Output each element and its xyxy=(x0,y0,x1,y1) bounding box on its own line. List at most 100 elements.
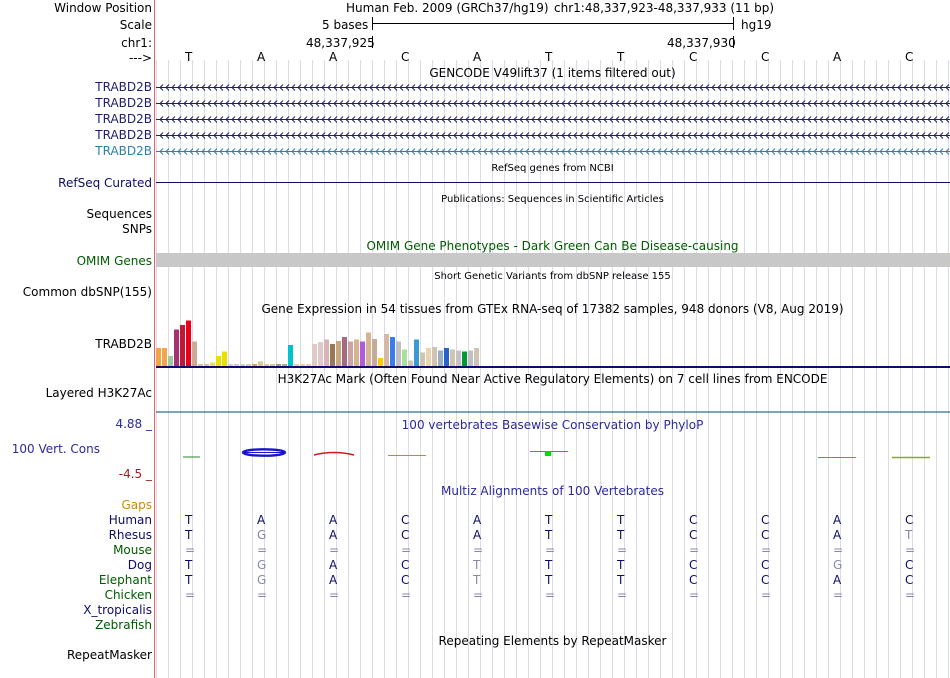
omim-title[interactable]: OMIM Gene Phenotypes - Dark Green Can Be… xyxy=(366,239,739,253)
gtex-tissue-bar[interactable] xyxy=(204,364,209,366)
gtex-tissue-bar[interactable] xyxy=(270,364,275,366)
alignment-base: A xyxy=(257,513,266,527)
gtex-tissue-bar[interactable] xyxy=(228,364,233,366)
gtex-tissue-bar[interactable] xyxy=(348,341,353,367)
gtex-tissue-bar[interactable] xyxy=(192,341,197,367)
scale-text: 5 bases xyxy=(322,18,369,32)
multiz-title[interactable]: Multiz Alignments of 100 Vertebrates xyxy=(440,484,665,498)
species-label-chicken[interactable]: Chicken xyxy=(104,588,152,602)
gtex-tissue-bar[interactable] xyxy=(306,364,311,366)
phylop-label[interactable]: 100 Vert. Cons xyxy=(11,442,100,456)
species-label-zebrafish[interactable]: Zebrafish xyxy=(95,618,152,632)
refseq-title[interactable]: RefSeq genes from NCBI xyxy=(491,163,614,174)
gtex-tissue-bar[interactable] xyxy=(252,364,257,366)
alignment-base: T xyxy=(617,573,625,587)
gtex-tissue-bar[interactable] xyxy=(420,352,425,367)
gtex-tissue-bar[interactable] xyxy=(402,349,407,367)
gencode-gene-2[interactable]: TRABD2B xyxy=(95,96,152,110)
chr-label: chr1: xyxy=(121,36,152,50)
omim-label[interactable]: OMIM Genes xyxy=(76,254,152,268)
gtex-tissue-bar[interactable] xyxy=(390,337,395,366)
sequences-label[interactable]: Sequences xyxy=(86,207,152,221)
gtex-tissue-bar[interactable] xyxy=(468,350,473,367)
gtex-tissue-bar[interactable] xyxy=(312,344,317,366)
gtex-tissue-bar[interactable] xyxy=(336,341,341,366)
gtex-tissue-bar[interactable] xyxy=(378,358,383,366)
gtex-tissue-bar[interactable] xyxy=(384,334,389,366)
dbsnp-title[interactable]: Short Genetic Variants from dbSNP releas… xyxy=(434,271,671,282)
gtex-tissue-bar[interactable] xyxy=(408,360,413,367)
alignment-base: = xyxy=(905,543,916,557)
species-label-rhesus[interactable]: Rhesus xyxy=(108,528,152,542)
gtex-title[interactable]: Gene Expression in 54 tissues from GTEx … xyxy=(261,302,844,316)
h3k27ac-label[interactable]: Layered H3K27Ac xyxy=(45,386,152,400)
gtex-tissue-bar[interactable] xyxy=(156,348,161,366)
publications-title[interactable]: Publications: Sequences in Scientific Ar… xyxy=(441,194,664,205)
gtex-tissue-bar[interactable] xyxy=(216,356,221,366)
gencode-gene-5[interactable]: TRABD2B xyxy=(95,144,152,158)
gtex-label[interactable]: TRABD2B xyxy=(95,337,152,351)
gtex-tissue-bar[interactable] xyxy=(462,351,467,367)
scale-label: Scale xyxy=(119,18,152,32)
gtex-tissue-bar[interactable] xyxy=(330,344,335,366)
gtex-tissue-bar[interactable] xyxy=(186,320,191,367)
alignment-base: T xyxy=(545,513,553,527)
refseq-label[interactable]: RefSeq Curated xyxy=(58,176,152,190)
alignment-base: = xyxy=(761,588,772,602)
gtex-tissue-bar[interactable] xyxy=(474,348,479,366)
gtex-tissue-bar[interactable] xyxy=(264,364,269,366)
gtex-tissue-bar[interactable] xyxy=(438,350,443,367)
gtex-tissue-bar[interactable] xyxy=(210,362,215,367)
gtex-tissue-bar[interactable] xyxy=(246,364,251,366)
species-label-elephant[interactable]: Elephant xyxy=(98,573,152,587)
gtex-tissue-bar[interactable] xyxy=(198,364,203,366)
repeatmasker-title[interactable]: Repeating Elements by RepeatMasker xyxy=(438,634,667,648)
phylop-title[interactable]: 100 vertebrates Basewise Conservation by… xyxy=(401,418,704,432)
gtex-tissue-bar[interactable] xyxy=(450,349,455,367)
gtex-tissue-bar[interactable] xyxy=(174,329,179,367)
gtex-tissue-bar[interactable] xyxy=(366,332,371,367)
alignment-base: C xyxy=(761,528,770,542)
gtex-tissue-bar[interactable] xyxy=(456,350,461,367)
gtex-tissue-bar[interactable] xyxy=(354,339,359,367)
strand-label[interactable]: ---> xyxy=(128,51,152,65)
gtex-tissue-bar[interactable] xyxy=(414,339,419,367)
gaps-label[interactable]: Gaps xyxy=(121,498,152,512)
gtex-tissue-bar[interactable] xyxy=(294,364,299,366)
gtex-tissue-bar[interactable] xyxy=(318,342,323,366)
gtex-tissue-bar[interactable] xyxy=(240,364,245,366)
gtex-tissue-bar[interactable] xyxy=(396,341,401,367)
gtex-tissue-bar[interactable] xyxy=(432,347,437,366)
species-label-human[interactable]: Human xyxy=(108,513,152,527)
repeatmasker-label[interactable]: RepeatMasker xyxy=(66,648,152,662)
gtex-tissue-bar[interactable] xyxy=(282,364,287,366)
species-label-mouse[interactable]: Mouse xyxy=(113,543,152,557)
base-10: A xyxy=(833,50,842,64)
dbsnp-label[interactable]: Common dbSNP(155) xyxy=(22,285,152,299)
gtex-tissue-bar[interactable] xyxy=(372,339,377,366)
gtex-tissue-bar[interactable] xyxy=(426,348,431,366)
gencode-gene-1[interactable]: TRABD2B xyxy=(95,80,152,94)
gtex-tissue-bar[interactable] xyxy=(180,325,185,366)
gtex-tissue-bar[interactable] xyxy=(168,356,173,366)
gtex-tissue-bar[interactable] xyxy=(300,364,305,366)
gtex-tissue-bar[interactable] xyxy=(276,364,281,366)
base-5: A xyxy=(473,50,482,64)
gtex-tissue-bar[interactable] xyxy=(360,341,365,367)
gtex-tissue-bar[interactable] xyxy=(258,361,263,367)
gencode-title[interactable]: GENCODE V49lift37 (1 items filtered out) xyxy=(429,66,676,80)
gtex-tissue-bar[interactable] xyxy=(234,364,239,366)
snps-label[interactable]: SNPs xyxy=(122,222,152,236)
gtex-tissue-bar[interactable] xyxy=(222,351,227,367)
gtex-tissue-bar[interactable] xyxy=(162,348,167,366)
gtex-tissue-bar[interactable] xyxy=(324,339,329,367)
pos-right: 48,337,930 xyxy=(667,36,736,50)
h3k27ac-title[interactable]: H3K27Ac Mark (Often Found Near Active Re… xyxy=(277,372,828,386)
gencode-gene-4[interactable]: TRABD2B xyxy=(95,128,152,142)
gtex-tissue-bar[interactable] xyxy=(288,345,293,366)
species-label-x_tropicalis[interactable]: X_tropicalis xyxy=(83,603,152,617)
species-label-dog[interactable]: Dog xyxy=(127,558,152,572)
gencode-gene-3[interactable]: TRABD2B xyxy=(95,112,152,126)
gtex-tissue-bar[interactable] xyxy=(342,337,347,366)
gtex-tissue-bar[interactable] xyxy=(444,348,449,366)
